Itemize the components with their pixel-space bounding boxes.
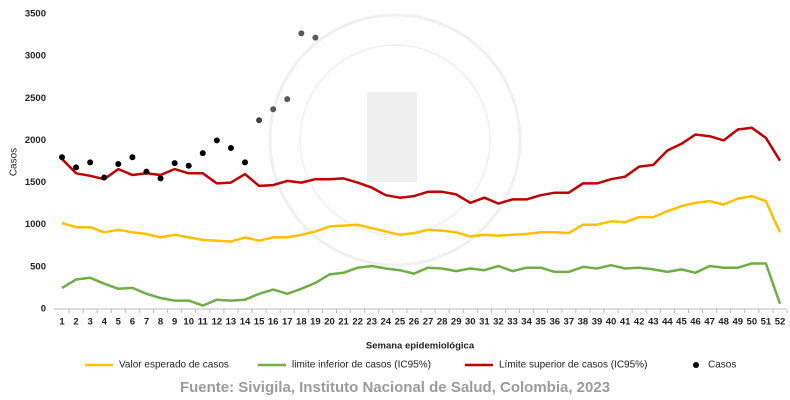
series-line xyxy=(61,262,782,307)
case-point xyxy=(227,145,234,152)
x-tick-label: 8 xyxy=(158,317,163,328)
x-tick-label: 35 xyxy=(535,317,546,328)
x-tick-label: 51 xyxy=(761,317,772,328)
case-point xyxy=(185,162,192,169)
x-tick-label: 3 xyxy=(88,317,93,328)
x-tick-label: 21 xyxy=(338,317,349,328)
x-tick-label: 22 xyxy=(352,317,363,328)
watermark xyxy=(268,13,522,267)
x-tick-label: 31 xyxy=(479,317,490,328)
series-line xyxy=(61,194,782,243)
case-point xyxy=(312,34,319,41)
case-point xyxy=(87,159,94,166)
x-tick-label: 29 xyxy=(451,317,462,328)
x-tick-label: 33 xyxy=(507,317,518,328)
x-tick-label: 41 xyxy=(620,317,631,328)
case-point xyxy=(199,150,206,157)
x-tick-label: 19 xyxy=(310,317,321,328)
x-tick-label: 28 xyxy=(437,317,448,328)
case-point xyxy=(115,161,122,168)
source-note: Fuente: Sivigila, Instituto Nacional de … xyxy=(180,379,610,396)
y-tick-label: 0 xyxy=(41,304,46,315)
x-tick-label: 24 xyxy=(381,317,392,328)
x-tick-label: 5 xyxy=(116,317,122,328)
y-tick-label: 500 xyxy=(30,261,46,272)
legend-label: Valor esperado de casos xyxy=(119,360,229,371)
x-tick-label: 18 xyxy=(296,317,307,328)
x-tick-label: 46 xyxy=(690,317,701,328)
case-point xyxy=(284,96,291,103)
y-tick-label: 3500 xyxy=(25,9,46,20)
x-tick-label: 52 xyxy=(775,317,786,328)
x-tick-label: 42 xyxy=(634,317,645,328)
x-tick-label: 1 xyxy=(59,317,65,328)
y-tick-label: 2000 xyxy=(25,135,46,146)
legend-label: Límite superior de casos (IC95%) xyxy=(499,360,647,371)
case-point xyxy=(59,154,65,161)
case-point xyxy=(270,106,277,113)
legend-label: Casos xyxy=(708,360,736,371)
x-tick-label: 6 xyxy=(130,317,135,328)
x-tick-label: 39 xyxy=(592,317,603,328)
x-axis-label: Semana epidemiológica xyxy=(366,341,475,352)
x-tick-label: 10 xyxy=(183,317,194,328)
y-tick-label: 2500 xyxy=(25,93,46,104)
case-point xyxy=(157,175,164,182)
x-tick-label: 47 xyxy=(704,317,715,328)
x-tick-label: 14 xyxy=(240,317,251,328)
y-axis-label: Casos xyxy=(9,148,20,176)
case-point xyxy=(101,174,108,181)
legend-swatch xyxy=(693,362,699,368)
x-tick-label: 27 xyxy=(423,317,434,328)
x-tick-label: 11 xyxy=(198,317,209,328)
case-point xyxy=(143,168,150,175)
legend-label: limite inferior de casos (IC95%) xyxy=(292,360,431,371)
x-tick-label: 23 xyxy=(366,317,377,328)
x-tick-label: 13 xyxy=(226,317,237,328)
case-point xyxy=(73,164,80,171)
x-tick-label: 15 xyxy=(254,317,265,328)
x-tick-label: 45 xyxy=(676,317,687,328)
y-tick-label: 3000 xyxy=(25,51,46,62)
x-tick-label: 36 xyxy=(549,317,560,328)
x-tick-label: 37 xyxy=(564,317,575,328)
x-tick-label: 48 xyxy=(718,317,729,328)
x-tick-label: 7 xyxy=(144,317,149,328)
case-point xyxy=(171,160,178,167)
x-tick-label: 30 xyxy=(465,317,476,328)
case-point xyxy=(242,159,249,166)
case-point xyxy=(256,117,263,124)
case-point xyxy=(213,137,220,144)
y-tick-label: 1000 xyxy=(25,219,46,230)
x-tick-label: 25 xyxy=(395,317,406,328)
x-tick-label: 4 xyxy=(102,317,108,328)
x-tick-label: 16 xyxy=(268,317,279,328)
x-tick-label: 40 xyxy=(606,317,617,328)
x-tick-label: 38 xyxy=(578,317,589,328)
x-tick-label: 43 xyxy=(648,317,659,328)
x-tick-label: 34 xyxy=(521,317,532,328)
x-tick-label: 2 xyxy=(73,317,78,328)
y-tick-label: 1500 xyxy=(25,177,46,188)
x-tick-label: 12 xyxy=(212,317,223,328)
x-tick-label: 50 xyxy=(747,317,758,328)
x-tick-label: 49 xyxy=(732,317,743,328)
x-tick-label: 32 xyxy=(493,317,504,328)
x-tick-label: 9 xyxy=(172,317,177,328)
x-tick-label: 44 xyxy=(662,317,673,328)
x-tick-label: 26 xyxy=(409,317,420,328)
case-point xyxy=(298,30,305,37)
series-line xyxy=(61,126,782,205)
case-point xyxy=(129,154,136,161)
x-tick-label: 20 xyxy=(324,317,335,328)
x-tick-label: 17 xyxy=(282,317,293,328)
